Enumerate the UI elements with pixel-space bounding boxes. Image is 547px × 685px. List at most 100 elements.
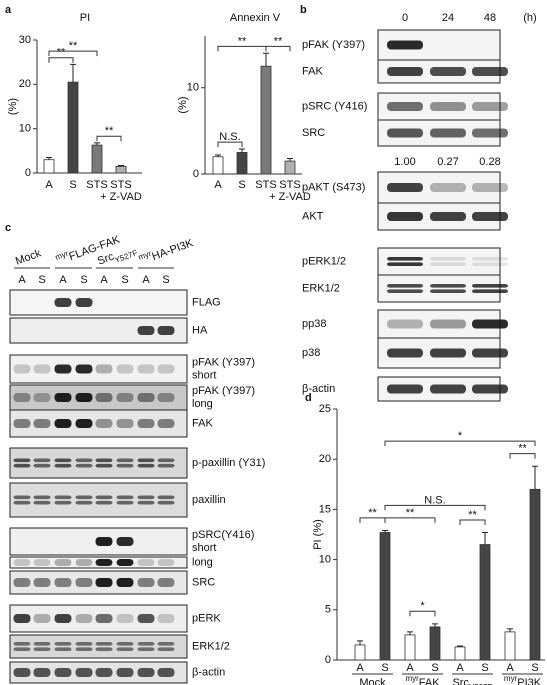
band [137,419,155,428]
blot-label: β-actin [302,383,335,395]
error-bar [46,156,52,160]
band [54,500,72,505]
band [33,668,51,677]
error-bar [239,148,245,153]
error-bar [357,640,363,645]
band [13,364,31,374]
band [116,647,134,651]
x-tick-label: S [238,179,245,191]
band [157,642,175,646]
band [13,668,31,677]
error-bar [70,63,76,83]
band [157,364,175,374]
band [157,668,175,677]
band [116,642,134,646]
label-part: Y527F [469,683,493,685]
blot-label: SRC [192,576,215,588]
band [33,647,51,651]
band [157,500,175,505]
band [54,495,72,500]
band [75,500,93,505]
error-bar [407,631,413,635]
band [33,500,51,505]
blot-label: long [192,398,213,410]
bar [504,631,516,661]
error-bar [118,164,124,167]
error-bar [482,531,488,545]
band [95,559,113,566]
significance-label: ** [57,47,66,59]
bar [67,81,79,174]
band [387,183,423,192]
band [430,212,466,221]
band [75,458,93,463]
band [95,463,113,468]
lane-label: S [38,274,45,286]
panel-letter: c [5,222,11,234]
band [157,614,175,623]
band [54,642,72,646]
chart-title: Annexin V [230,12,281,24]
blot-box [9,289,188,316]
band [157,393,175,402]
band [33,559,51,566]
band [387,212,423,221]
blot-label: ERK1/2 [302,282,340,294]
blot-label: pERK1/2 [302,255,346,267]
band [33,642,51,646]
significance-bracket [384,440,536,447]
label-part: Src [452,677,469,685]
rich-label: SrcY527F [452,677,492,685]
label-part: HA-PI3K [150,237,195,263]
x-tick-label: A [406,662,414,674]
band [13,458,31,463]
x-tick-label: A [506,662,514,674]
band [116,419,134,428]
lane-label: 0 [402,12,408,24]
bar [43,159,55,174]
band [116,614,134,623]
band [137,458,155,463]
band [137,614,155,623]
significance-label: N.S. [219,131,240,143]
band [472,319,508,329]
band [54,668,72,677]
band [13,500,31,505]
blot-label: paxillin [192,494,226,506]
band [33,393,51,402]
bar [404,634,416,661]
band [54,393,72,402]
x-tick-label: A [214,179,222,191]
significance-label: ** [238,35,247,47]
significance-bracket [409,610,436,617]
band [116,537,134,546]
band [75,642,93,646]
y-tick-label: 0 [325,654,331,666]
band [430,319,466,329]
y-tick-label: 15 [319,503,331,515]
band [95,458,113,463]
blot-label: pFAK (Y397) [192,356,255,368]
y-tick-label: 20 [319,453,331,465]
band [430,384,466,394]
x-tick-label: + Z-VAD [269,191,311,203]
band [75,578,93,587]
band [95,642,113,646]
y-tick-label: 10 [319,554,331,566]
bar [212,156,224,175]
x-tick-label: S [431,662,438,674]
band [95,668,113,677]
band [472,348,508,358]
band [472,289,508,293]
error-bar [432,623,438,627]
band [95,393,113,402]
rich-label: myrHA-PI3K [137,234,196,268]
blot-label: FLAG [192,296,221,308]
y-tick-label: 0 [193,168,199,180]
y-tick-label: 10 [187,82,199,94]
band [137,559,155,566]
band [95,537,113,546]
blot-label: HA [192,324,208,336]
y-tick-label: 0 [25,167,31,179]
x-tick-label: S [531,662,538,674]
